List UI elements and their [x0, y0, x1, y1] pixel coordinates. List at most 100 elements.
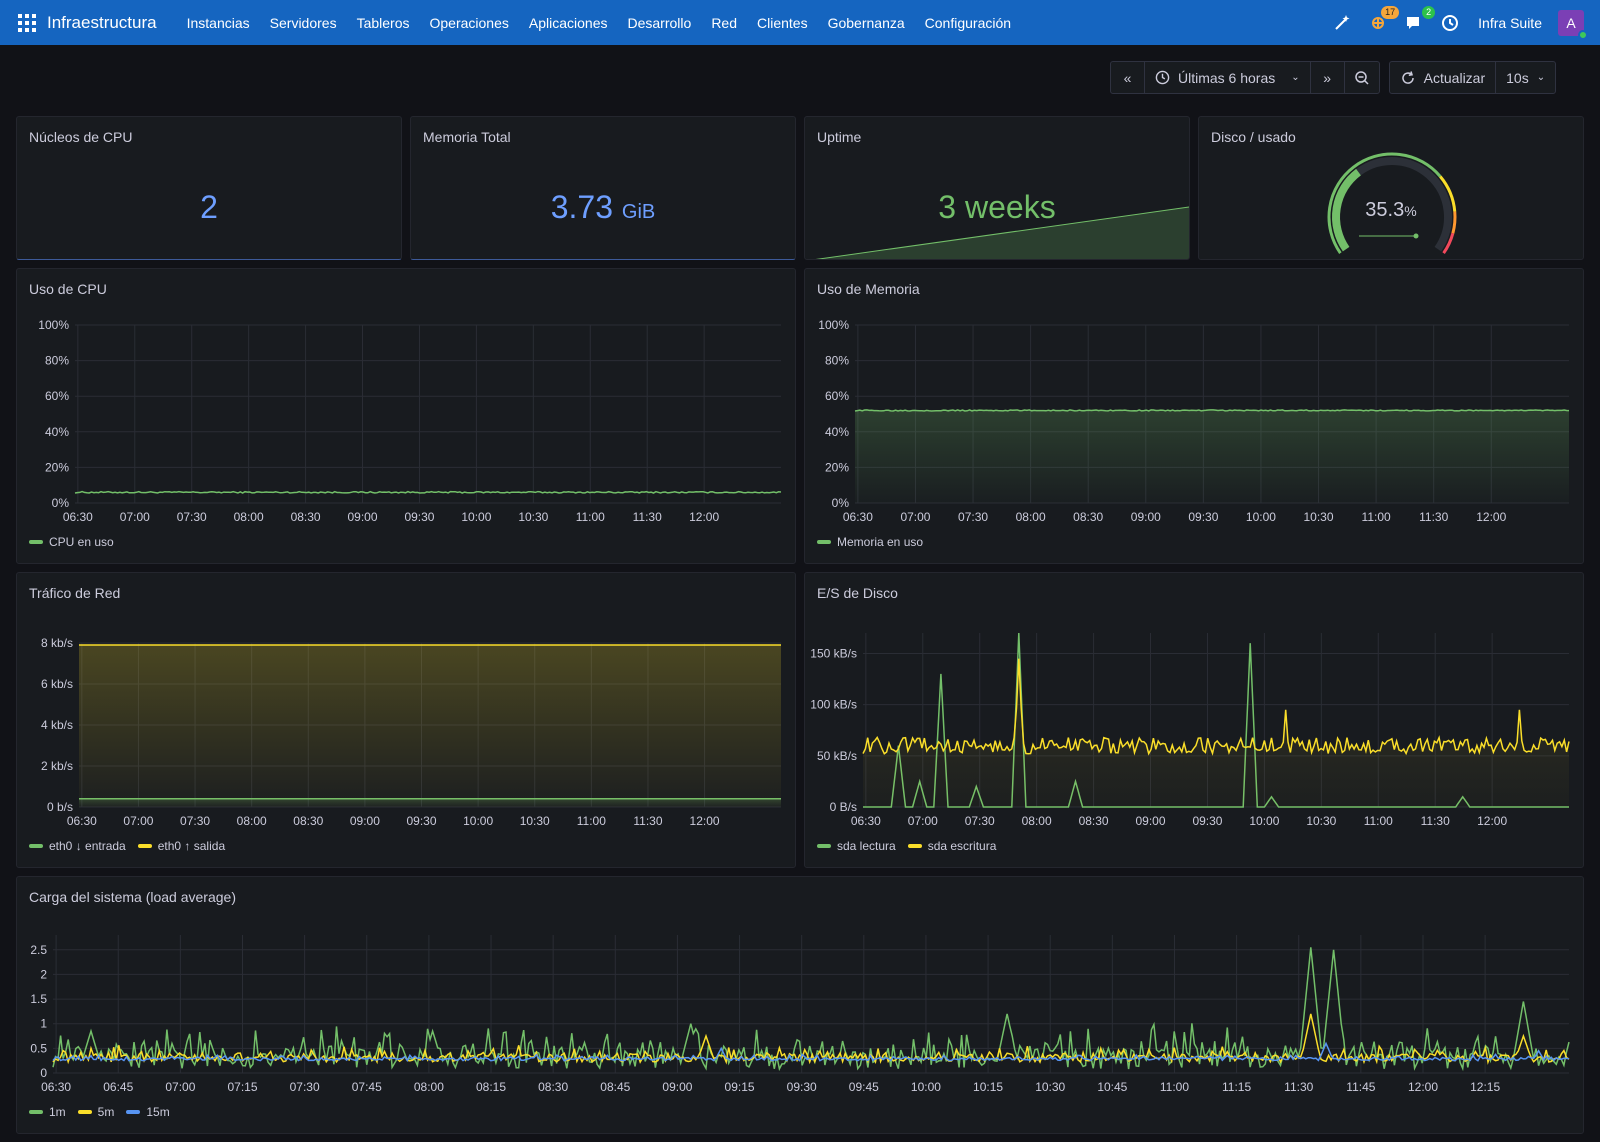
nav-item-operaciones[interactable]: Operaciones [429, 14, 509, 31]
y-tick-label: 60% [45, 389, 69, 403]
x-tick-label: 08:30 [538, 1080, 568, 1094]
legend-label: eth0 ↑ salida [157, 839, 226, 853]
refresh-interval-select[interactable]: 10s ⌄ [1496, 62, 1555, 93]
nav-item-desarrollo[interactable]: Desarrollo [627, 14, 692, 31]
legend-swatch [29, 844, 43, 848]
x-tick-label: 09:15 [725, 1080, 755, 1094]
x-tick-label: 10:00 [463, 814, 493, 828]
refresh-button[interactable]: Actualizar [1390, 62, 1497, 93]
history-icon[interactable] [1438, 11, 1462, 35]
nav-item-clientes[interactable]: Clientes [757, 14, 808, 31]
gauge-threshold-segment [1451, 211, 1457, 234]
uptime-value: 3 weeks [938, 189, 1056, 225]
memory-total-value: 3.73 [550, 189, 614, 225]
cpu-usage-chart: 0% 20% 40% 60% 80% 100% 06:30 07:00 07:30 08:00 08… [38, 318, 782, 524]
nav-item-configuracion[interactable]: Configuración [924, 14, 1012, 31]
chat-badge: 2 [1422, 5, 1436, 19]
legend-swatch [126, 1110, 141, 1114]
nav-item-servidores[interactable]: Servidores [269, 14, 337, 31]
y-tick-label: 0 B/s [830, 800, 857, 814]
top-right-actions: 17 2 Infra Suite A [1330, 0, 1600, 45]
x-tick-label: 06:30 [851, 814, 881, 828]
apps-grid-icon[interactable] [18, 13, 36, 32]
series-line-cpu-en-uso [74, 490, 782, 494]
y-tick-label: 2 [40, 967, 47, 981]
y-tick-label: 0.5 [30, 1041, 47, 1055]
x-tick-label: 07:00 [165, 1080, 195, 1094]
y-tick-label: 0 b/s [47, 800, 73, 814]
x-tick-label: 07:30 [290, 1080, 320, 1094]
y-tick-label: 8 kb/s [41, 636, 73, 650]
x-tick-label: 08:30 [291, 510, 321, 524]
series-line-memoria-en-uso [854, 409, 1570, 412]
chart-legend: Memoria en uso [817, 535, 923, 549]
legend-item-sda-write[interactable]: sda escritura [907, 839, 996, 853]
gauge-threshold-segment [1439, 175, 1457, 212]
top-navbar: Infraestructura Instancias Servidores Ta… [0, 0, 1600, 45]
x-tick-label: 07:30 [180, 814, 210, 828]
x-tick-label: 07:30 [958, 510, 988, 524]
legend-item-1m[interactable]: 1m [29, 1105, 66, 1119]
series-line-15m [52, 1041, 1570, 1062]
refresh-label: Actualizar [1423, 69, 1486, 86]
chat-icon[interactable]: 2 [1402, 5, 1436, 35]
magic-wand-icon[interactable] [1330, 11, 1354, 35]
legend-item-eth0-out[interactable]: eth0 ↑ salida [137, 839, 226, 853]
panel-title: Uso de CPU [29, 281, 107, 297]
x-tick-label: 09:30 [404, 510, 434, 524]
legend-item-eth0-in[interactable]: eth0 ↓ entrada [29, 839, 126, 853]
load-average-panel: Carga del sistema (load average) 0 0.5 1 1.… [16, 876, 1584, 1134]
time-back-button[interactable]: « [1111, 62, 1145, 93]
x-tick-label: 11:00 [576, 510, 605, 524]
legend-item-sda-read[interactable]: sda lectura [817, 839, 896, 853]
chevron-down-icon: ⌄ [1291, 72, 1300, 83]
y-tick-label: 6 kb/s [41, 677, 73, 691]
x-tick-label: 09:00 [350, 814, 380, 828]
series-area [855, 409, 1569, 503]
disk-used-unit: % [1404, 203, 1417, 219]
nav-item-gobernanza[interactable]: Gobernanza [827, 14, 905, 31]
disk-io-panel: E/S de Disco 0 B/s 50 kB/s 100 kB/s 150 kB/… [804, 572, 1584, 868]
y-tick-label: 100% [818, 318, 849, 332]
avatar[interactable]: A [1558, 9, 1588, 40]
y-tick-label: 2.5 [30, 943, 47, 957]
x-tick-label: 11:00 [1362, 510, 1391, 524]
y-tick-label: 0 [40, 1066, 47, 1080]
legend-item-15m[interactable]: 15m [126, 1105, 170, 1119]
x-tick-label: 07:30 [177, 510, 207, 524]
time-toolbar: « Últimas 6 horas ⌄ » Actualizar 10s ⌄ [1110, 61, 1557, 94]
x-tick-label: 11:30 [1419, 510, 1448, 524]
legend-item-cpu[interactable]: CPU en uso [29, 535, 114, 549]
y-tick-label: 80% [825, 354, 849, 368]
x-tick-label: 09:00 [1131, 510, 1161, 524]
y-tick-label: 4 kb/s [41, 718, 73, 732]
nav-item-tableros[interactable]: Tableros [356, 14, 410, 31]
time-range-picker[interactable]: Últimas 6 horas ⌄ [1145, 62, 1311, 93]
y-tick-label: 60% [825, 389, 849, 403]
cpu-cores-value: 2 [200, 189, 218, 225]
x-tick-label: 11:15 [1222, 1080, 1251, 1094]
zoom-out-icon [1354, 70, 1369, 85]
brand-title[interactable]: Infraestructura [47, 12, 157, 32]
legend-item-5m[interactable]: 5m [77, 1105, 114, 1119]
zoom-out-button[interactable] [1345, 62, 1379, 93]
time-forward-button[interactable]: » [1311, 62, 1345, 93]
legend-swatch [137, 844, 152, 848]
nav-item-red[interactable]: Red [711, 14, 737, 31]
nav-item-aplicaciones[interactable]: Aplicaciones [528, 14, 608, 31]
panel-title: Uso de Memoria [817, 281, 920, 297]
gauge-value-arc [1332, 168, 1361, 252]
y-tick-label: 100% [38, 318, 69, 332]
x-tick-label: 06:30 [41, 1080, 71, 1094]
legend-item-memory[interactable]: Memoria en uso [817, 535, 923, 549]
x-tick-label: 08:00 [414, 1080, 444, 1094]
y-tick-label: 2 kb/s [41, 759, 73, 773]
alerts-icon[interactable]: 17 [1366, 5, 1400, 35]
nav-item-instancias[interactable]: Instancias [186, 14, 250, 31]
legend-label: sda lectura [837, 839, 896, 853]
x-tick-label: 10:00 [1246, 510, 1276, 524]
disk-gauge [1327, 152, 1457, 254]
panel-title: Uptime [817, 129, 862, 145]
x-tick-label: 12:00 [690, 814, 720, 828]
org-name[interactable]: Infra Suite [1478, 14, 1542, 31]
